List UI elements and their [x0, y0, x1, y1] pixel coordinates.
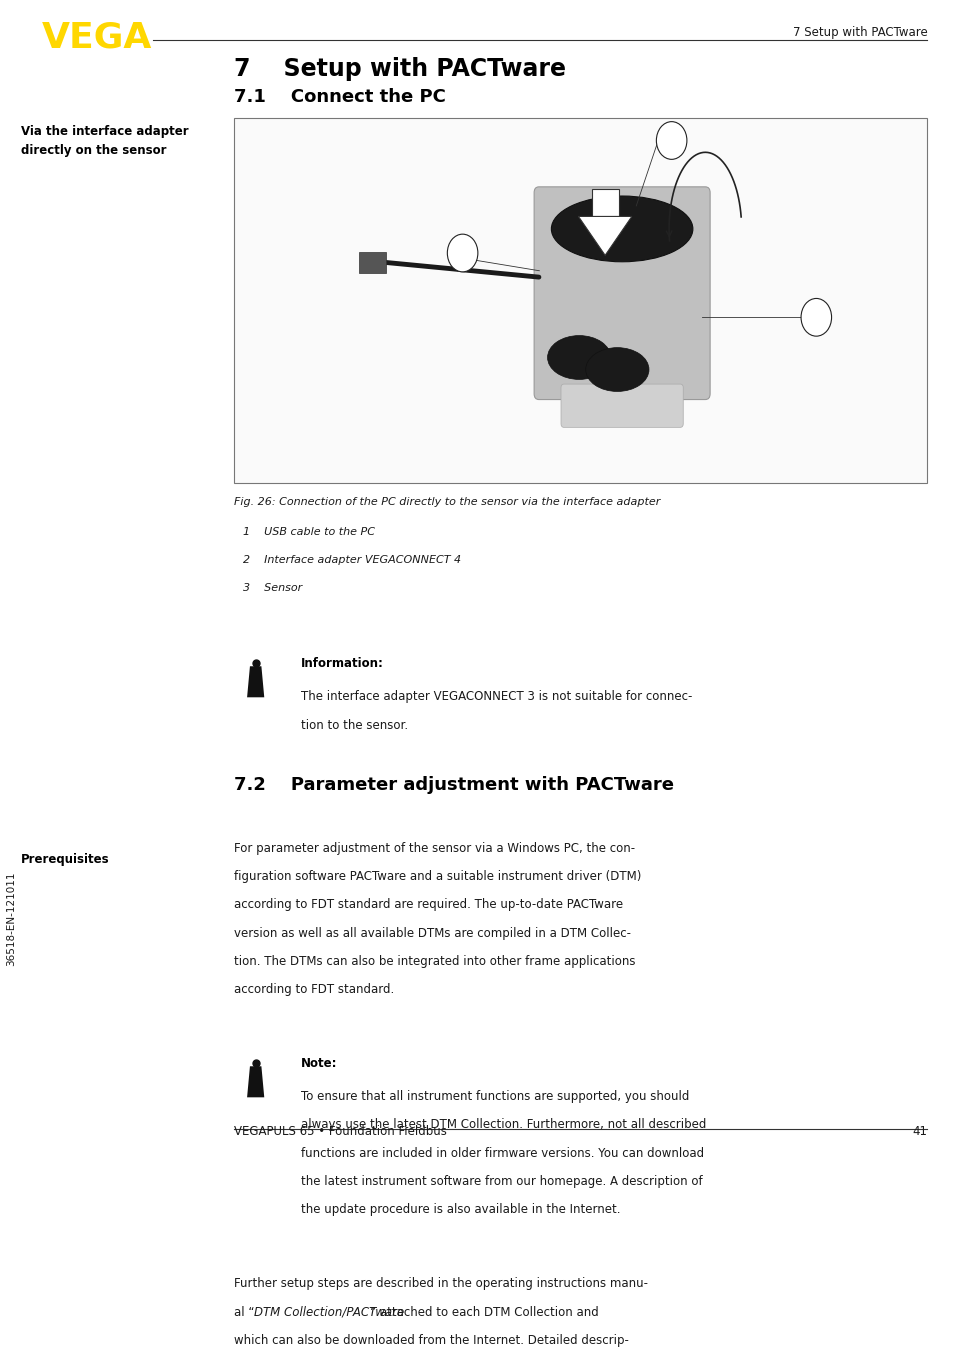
Polygon shape	[247, 666, 264, 697]
Text: functions are included in older firmware versions. You can download: functions are included in older firmware…	[300, 1147, 703, 1159]
Polygon shape	[247, 1067, 264, 1097]
Text: 2: 2	[668, 135, 674, 145]
Text: Note:: Note:	[300, 1057, 336, 1070]
Bar	[358, 252, 386, 272]
Polygon shape	[578, 217, 631, 256]
Text: tion. The DTMs can also be integrated into other frame applications: tion. The DTMs can also be integrated in…	[233, 955, 635, 968]
Ellipse shape	[585, 348, 648, 391]
Text: version as well as all available DTMs are compiled in a DTM Collec-: version as well as all available DTMs ar…	[233, 926, 630, 940]
Text: 3    Sensor: 3 Sensor	[243, 584, 302, 593]
Circle shape	[801, 298, 831, 336]
Circle shape	[447, 234, 477, 272]
Ellipse shape	[547, 336, 610, 379]
Text: Fig. 26: Connection of the PC directly to the sensor via the interface adapter: Fig. 26: Connection of the PC directly t…	[233, 497, 659, 508]
Text: VEGA: VEGA	[42, 20, 152, 54]
Text: For parameter adjustment of the sensor via a Windows PC, the con-: For parameter adjustment of the sensor v…	[233, 842, 634, 854]
Text: 7.1    Connect the PC: 7.1 Connect the PC	[233, 88, 445, 107]
Text: 1    USB cable to the PC: 1 USB cable to the PC	[243, 527, 375, 536]
Text: Via the interface adapter: Via the interface adapter	[21, 125, 189, 138]
Text: the update procedure is also available in the Internet.: the update procedure is also available i…	[300, 1204, 619, 1216]
Text: figuration software PACTware and a suitable instrument driver (DTM): figuration software PACTware and a suita…	[233, 869, 640, 883]
Text: which can also be downloaded from the Internet. Detailed descrip-: which can also be downloaded from the In…	[233, 1334, 628, 1347]
Text: Further setup steps are described in the operating instructions manu-: Further setup steps are described in the…	[233, 1277, 647, 1290]
Text: The interface adapter VEGACONNECT 3 is not suitable for connec-: The interface adapter VEGACONNECT 3 is n…	[300, 691, 691, 703]
Text: 7 Setup with PACTware: 7 Setup with PACTware	[792, 26, 926, 39]
Text: tion to the sensor.: tion to the sensor.	[300, 719, 407, 733]
Text: To ensure that all instrument functions are supported, you should: To ensure that all instrument functions …	[300, 1090, 688, 1104]
Text: VEGAPULS 65 • Foundation Fieldbus: VEGAPULS 65 • Foundation Fieldbus	[233, 1125, 446, 1139]
Text: according to FDT standard are required. The up-to-date PACTware: according to FDT standard are required. …	[233, 898, 622, 911]
FancyBboxPatch shape	[560, 385, 682, 428]
Text: according to FDT standard.: according to FDT standard.	[233, 983, 394, 997]
Circle shape	[656, 122, 686, 160]
Text: directly on the sensor: directly on the sensor	[21, 144, 167, 157]
Text: CONNECT: CONNECT	[608, 236, 635, 241]
Ellipse shape	[551, 196, 692, 261]
Text: VEGA: VEGA	[612, 217, 631, 222]
Text: Information:: Information:	[300, 657, 383, 670]
Text: 36518-EN-121011: 36518-EN-121011	[7, 872, 16, 967]
Text: always use the latest DTM Collection. Furthermore, not all described: always use the latest DTM Collection. Fu…	[300, 1118, 705, 1132]
Bar	[591, 190, 618, 222]
Bar	[233, 118, 926, 483]
Text: al “: al “	[233, 1305, 253, 1319]
Text: ” attached to each DTM Collection and: ” attached to each DTM Collection and	[370, 1305, 598, 1319]
Text: DTM Collection/PACTware: DTM Collection/PACTware	[253, 1305, 404, 1319]
Text: Prerequisites: Prerequisites	[21, 853, 110, 865]
Text: 1: 1	[459, 248, 465, 259]
Text: 2    Interface adapter VEGACONNECT 4: 2 Interface adapter VEGACONNECT 4	[243, 555, 461, 565]
Text: 41: 41	[911, 1125, 926, 1139]
Text: 3: 3	[812, 313, 819, 322]
Text: 7    Setup with PACTware: 7 Setup with PACTware	[233, 57, 565, 81]
Text: the latest instrument software from our homepage. A description of: the latest instrument software from our …	[300, 1175, 701, 1187]
FancyBboxPatch shape	[534, 187, 709, 399]
Text: 7.2    Parameter adjustment with PACTware: 7.2 Parameter adjustment with PACTware	[233, 776, 673, 793]
